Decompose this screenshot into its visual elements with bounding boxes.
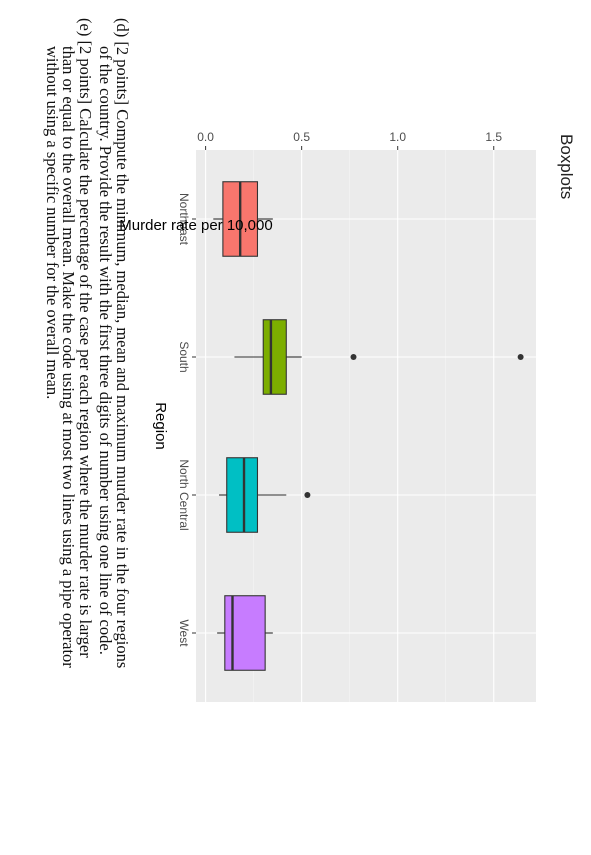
x-axis: Northeast South North Central West [177,193,196,647]
outlier-point [304,492,311,498]
question-d: (d) [2 points] Compute the minimum, medi… [96,18,133,763]
x-tick-label: North Central [177,459,191,530]
box-south [234,319,524,395]
box-west [217,595,273,671]
outlier-point [350,354,357,360]
y-axis-title: Murder rate per 10,000 [119,217,272,234]
question-e-tag: (e) [76,18,95,37]
plot-panel [196,150,536,702]
y-tick-label: 1.0 [389,130,406,144]
question-d-tag: (d) [113,18,132,38]
y-tick-label: 0.5 [293,130,310,144]
question-d-line1: (d) [2 points] Compute the minimum, medi… [113,18,132,763]
question-e-text-1: [2 points] Calculate the percentage of t… [76,40,95,658]
question-e-line3: without using a specific number for the … [43,46,62,400]
box-rect [262,319,287,395]
outlier-point [517,354,524,360]
question-d-line2: of the country. Provide the result with … [96,46,116,655]
x-tick-label: Northeast [177,193,191,246]
y-axis: 0.0 0.5 1.0 1.5 [197,130,502,150]
box-north-central [219,457,311,533]
question-e: (e) [2 points] Calculate the percentage … [43,18,95,763]
box-rect [224,595,266,671]
y-tick-label: 0.0 [197,130,214,144]
question-e-line1: (e) [2 points] Calculate the percentage … [76,18,95,763]
box-northeast [213,181,273,257]
x-tick-label: West [177,619,191,647]
y-tick-label: 1.5 [485,130,502,144]
question-d-text-1: [2 points] Compute the minimum, median, … [113,41,132,669]
box-rect [226,457,259,533]
question-e-line2: than or equal to the overall mean. Make … [59,46,79,668]
x-tick-label: South [177,341,191,372]
x-axis-title: Region [152,402,169,450]
chart-title: Boxplots [557,134,576,199]
boxes-layer [213,181,524,671]
